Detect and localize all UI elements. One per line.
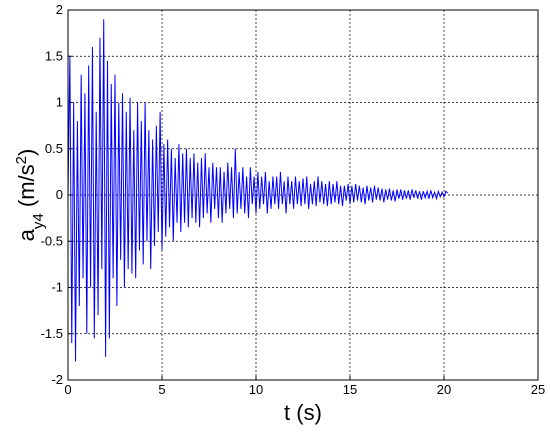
data-line [67, 19, 449, 362]
y-axis-label-part: a [14, 228, 39, 241]
y-tick-label: 1 [56, 95, 63, 110]
y-axis-label-part: ) [14, 149, 39, 156]
x-tick-label: 0 [64, 382, 71, 397]
y-tick-label: -1.5 [41, 326, 63, 341]
x-tick-label: 5 [158, 382, 165, 397]
y-axis-label-part: (m/s [14, 164, 39, 213]
x-tick-label: 25 [531, 382, 545, 397]
y-tick-label: 1.5 [45, 48, 63, 63]
y-axis-label: ay4 (m/s2) [13, 149, 47, 242]
x-tick-label: 10 [249, 382, 263, 397]
plot-frame [67, 9, 539, 381]
y-tick-label: -0.5 [41, 233, 63, 248]
y-tick-label: -1 [51, 280, 63, 295]
y-tick-label: 0 [56, 187, 63, 202]
y-tick-label: -2 [51, 372, 63, 387]
x-tick-label: 20 [437, 382, 451, 397]
y-axis-label-part: y4 [30, 213, 47, 229]
y-axis-label-part: 2 [13, 156, 30, 164]
y-tick-label: 2 [56, 2, 63, 17]
y-tick-label: 0.5 [45, 141, 63, 156]
x-tick-label: 15 [343, 382, 357, 397]
x-axis-label: t (s) [284, 400, 322, 425]
